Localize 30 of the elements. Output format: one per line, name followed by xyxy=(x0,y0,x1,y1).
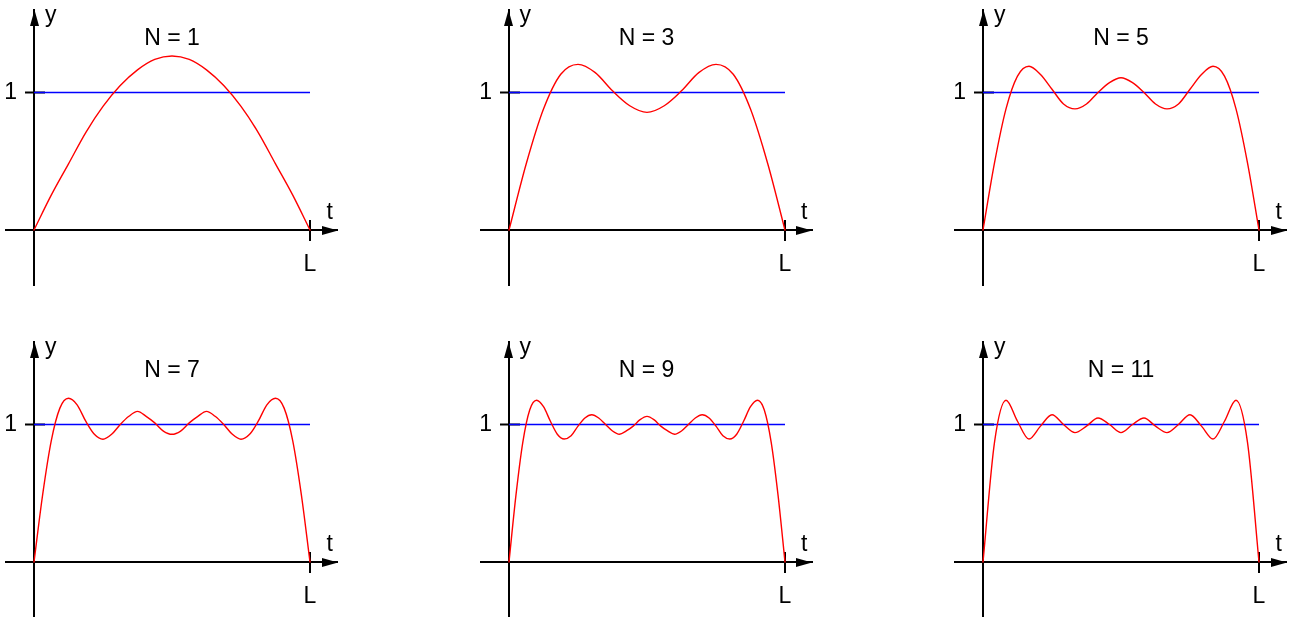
text: L xyxy=(1252,582,1266,609)
x-axis-title: t xyxy=(801,197,808,224)
x-axis-title: t xyxy=(801,529,808,556)
x-axis-title: t xyxy=(1275,529,1282,556)
y-axis-title: y xyxy=(994,1,1006,27)
text: L xyxy=(778,250,792,277)
chart-title: N = 1 xyxy=(144,23,200,50)
text: L xyxy=(778,582,792,609)
y-axis-title: y xyxy=(45,1,57,27)
ref-line-label: 1 xyxy=(478,409,492,436)
ref-line-label: 1 xyxy=(4,77,17,104)
x-axis-title: t xyxy=(326,197,333,224)
ref-line-label: 1 xyxy=(953,77,966,104)
y-axis-title: y xyxy=(45,333,57,359)
ref-line-label: 1 xyxy=(4,409,17,436)
text: L xyxy=(303,250,317,277)
chart-title: N = 7 xyxy=(144,355,200,382)
chart-title: N = 9 xyxy=(618,355,675,382)
chart-title: N = 5 xyxy=(1093,23,1149,50)
chart-title: N = 11 xyxy=(1087,355,1155,382)
y-axis-title: y xyxy=(994,333,1006,359)
y-axis-title: y xyxy=(519,1,531,27)
chart-title: N = 3 xyxy=(618,23,675,50)
ref-line-label: 1 xyxy=(478,77,492,104)
text: L xyxy=(303,582,317,609)
y-axis-title: y xyxy=(519,333,531,359)
text: L xyxy=(1252,250,1266,277)
x-axis-title: t xyxy=(326,529,333,556)
ref-line-label: 1 xyxy=(953,409,966,436)
x-axis-title: t xyxy=(1275,197,1282,224)
